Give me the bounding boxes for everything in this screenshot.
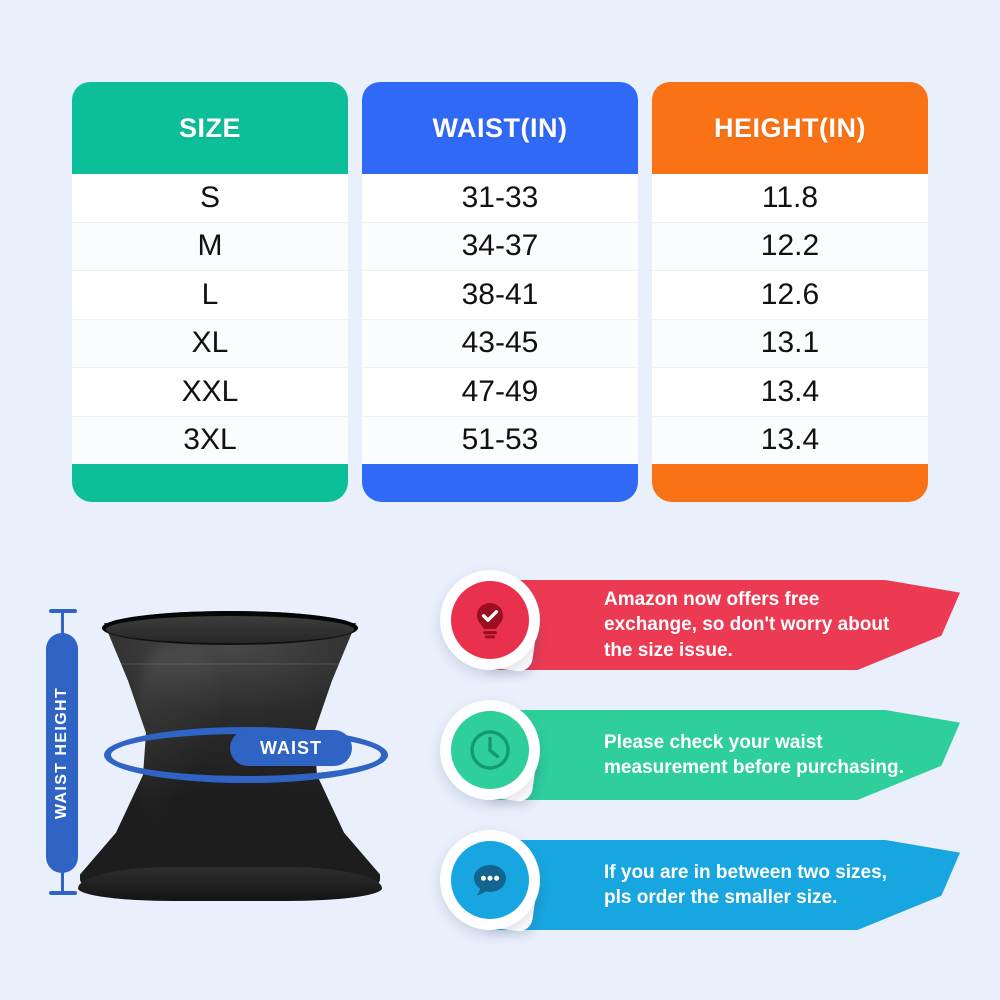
table-cell: 43-45	[362, 319, 638, 368]
info-banner-ribbon: Please check your waist measurement befo…	[494, 710, 960, 800]
waist-height-gauge: WAIST HEIGHT	[36, 607, 88, 897]
column-header-height: HEIGHT(IN)	[652, 82, 928, 174]
column-body-size: S M L XL XXL 3XL	[72, 174, 348, 464]
belt-bottom-edge	[78, 867, 382, 901]
table-cell: M	[72, 222, 348, 271]
table-cell: 12.6	[652, 271, 928, 320]
table-cell: XXL	[72, 368, 348, 417]
table-cell: 11.8	[652, 174, 928, 223]
column-footer-waist	[362, 464, 638, 502]
info-banner-badge	[440, 830, 548, 938]
table-cell: 38-41	[362, 271, 638, 320]
column-body-height: 11.8 12.2 12.6 13.1 13.4 13.4	[652, 174, 928, 464]
info-banner-ribbon: Amazon now offers free exchange, so don'…	[494, 580, 960, 670]
belt-seam	[106, 663, 354, 665]
waist-height-label-pill: WAIST HEIGHT	[46, 633, 78, 873]
table-cell: 12.2	[652, 222, 928, 271]
column-body-waist: 31-33 34-37 38-41 43-45 47-49 51-53	[362, 174, 638, 464]
waist-height-label: WAIST HEIGHT	[53, 686, 71, 820]
column-header-waist: WAIST(IN)	[362, 82, 638, 174]
gauge-cap-top-icon	[49, 609, 77, 613]
table-column-height: HEIGHT(IN) 11.8 12.2 12.6 13.1 13.4 13.4	[652, 82, 928, 502]
waist-label: WAIST	[260, 737, 322, 758]
chat-bubble-icon	[451, 841, 529, 919]
size-chart-table: SIZE S M L XL XXL 3XL WAIST(IN) 31-33 34…	[72, 82, 928, 502]
info-banner: If you are in between two sizes, pls ord…	[440, 830, 960, 940]
table-cell: 31-33	[362, 174, 638, 223]
table-column-size: SIZE S M L XL XXL 3XL	[72, 82, 348, 502]
info-banner-ribbon: If you are in between two sizes, pls ord…	[494, 840, 960, 930]
info-banner-text: Please check your waist measurement befo…	[604, 731, 904, 778]
table-cell: 13.4	[652, 416, 928, 464]
table-cell: XL	[72, 319, 348, 368]
column-header-size: SIZE	[72, 82, 348, 174]
gauge-cap-bottom-icon	[49, 891, 77, 895]
table-column-waist: WAIST(IN) 31-33 34-37 38-41 43-45 47-49 …	[362, 82, 638, 502]
table-cell: 13.4	[652, 368, 928, 417]
lightbulb-check-icon	[451, 581, 529, 659]
info-banner-badge	[440, 700, 548, 808]
info-banner-list: Amazon now offers free exchange, so don'…	[440, 560, 960, 960]
table-cell: S	[72, 174, 348, 223]
product-measurement-figure: WAIST HEIGHT WAIST	[18, 575, 418, 975]
info-banner-text: If you are in between two sizes, pls ord…	[604, 861, 887, 908]
info-banner-text: Amazon now offers free exchange, so don'…	[604, 589, 890, 661]
table-cell: 13.1	[652, 319, 928, 368]
info-banner-badge	[440, 570, 548, 678]
column-footer-size	[72, 464, 348, 502]
info-banner: Please check your waist measurement befo…	[440, 700, 960, 810]
waist-trainer-illustration: WAIST	[78, 605, 388, 901]
table-cell: 51-53	[362, 416, 638, 464]
table-cell: 3XL	[72, 416, 348, 464]
info-banner: Amazon now offers free exchange, so don'…	[440, 570, 960, 680]
table-cell: 47-49	[362, 368, 638, 417]
column-footer-height	[652, 464, 928, 502]
table-cell: L	[72, 271, 348, 320]
waist-label-pill: WAIST	[230, 730, 352, 766]
belt-top-opening	[102, 611, 358, 645]
waist-measure-ring-front	[104, 727, 388, 783]
clock-icon	[451, 711, 529, 789]
table-cell: 34-37	[362, 222, 638, 271]
